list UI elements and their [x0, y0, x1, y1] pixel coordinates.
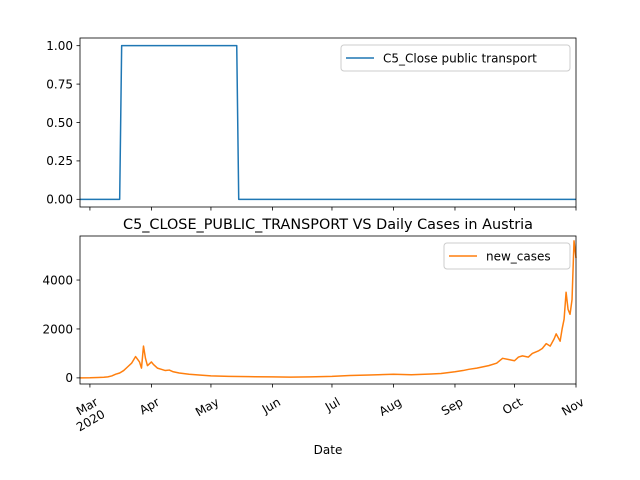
- bottom-legend-box: [443, 242, 571, 270]
- bottom-y-tick-label: 0: [65, 371, 73, 385]
- x-tick-label-line: Jul: [322, 395, 342, 415]
- bottom-series-line: [79, 240, 577, 379]
- top-y-tick-label: 0.50: [46, 116, 73, 130]
- x-axis-label: Date: [314, 443, 343, 457]
- top-x-ticks: [89, 207, 577, 211]
- x-tick-label: Jul: [322, 395, 342, 415]
- bottom-subplot: C5_CLOSE_PUBLIC_TRANSPORT VS Daily Cases…: [42, 217, 586, 457]
- top-y-tick-label: 0.75: [46, 77, 73, 91]
- top-subplot: 0.00 0.25 0.50 0.75 1.00 C5_Close public tra…: [46, 37, 577, 211]
- bottom-y-tick-label: 2000: [42, 322, 73, 336]
- bottom-axes-frame: [79, 235, 577, 385]
- bottom-y-tick-label: 4000: [42, 273, 73, 287]
- top-y-tick-label: 0.00: [46, 193, 73, 207]
- top-y-tick-label: 1.00: [46, 39, 73, 53]
- chart-title: C5_CLOSE_PUBLIC_TRANSPORT VS Daily Cases…: [123, 217, 533, 233]
- top-y-tick-label: 0.25: [46, 154, 73, 168]
- top-plot-lines: [80, 44, 576, 201]
- top-y-ticks: 0.00 0.25 0.50 0.75 1.00: [46, 39, 80, 207]
- bottom-y-ticks: 0 2000 4000: [42, 273, 80, 385]
- top-legend: C5_Close public transport: [340, 44, 571, 72]
- bottom-legend: new_cases: [443, 242, 571, 270]
- top-series-line: [80, 44, 576, 201]
- bottom-legend-label: new_cases: [486, 250, 551, 264]
- bottom-plot-lines: [79, 240, 577, 379]
- top-legend-box: [340, 44, 571, 72]
- top-axes-frame: [79, 37, 577, 208]
- top-legend-label: C5_Close public transport: [383, 52, 537, 66]
